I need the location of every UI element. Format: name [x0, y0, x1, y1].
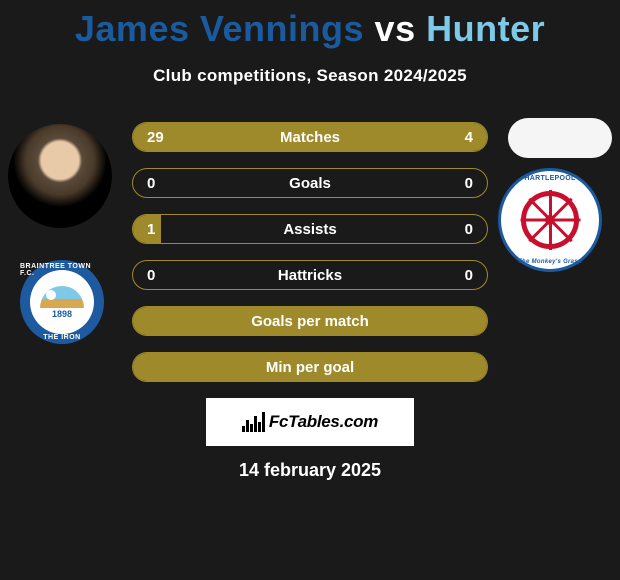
- fctables-logo: FcTables.com: [206, 398, 414, 446]
- stat-row: 29Matches4: [132, 122, 488, 152]
- club-left-emblem: [40, 286, 84, 308]
- club-right-top-text: HARTLEPOOL: [524, 175, 575, 182]
- stat-right-value: 0: [465, 221, 473, 238]
- stat-right-value: 0: [465, 267, 473, 284]
- stats-container: 29Matches40Goals01Assists00Hattricks0Goa…: [132, 122, 488, 382]
- stat-label: Goals: [133, 175, 487, 192]
- player1-photo: [8, 124, 112, 228]
- stat-label: Goals per match: [133, 313, 487, 330]
- logo-chart-icon: [242, 412, 264, 432]
- club-right-bottom-text: The Monkey's Grasp: [518, 259, 582, 265]
- player2-name: Hunter: [426, 8, 545, 49]
- club-left-year: 1898: [52, 309, 72, 319]
- comparison-date: 14 february 2025: [0, 460, 620, 481]
- stat-label: Matches: [133, 129, 487, 146]
- stat-row: 0Hattricks0: [132, 260, 488, 290]
- player1-name: James Vennings: [75, 8, 364, 49]
- comparison-title: James Vennings vs Hunter: [0, 0, 620, 50]
- club-left-inner: 1898: [30, 270, 94, 334]
- club-left-bottom-text: THE IRON: [43, 334, 80, 341]
- stat-row: Goals per match: [132, 306, 488, 336]
- stat-row: Min per goal: [132, 352, 488, 382]
- stat-right-value: 4: [465, 129, 473, 146]
- stat-right-value: 0: [465, 175, 473, 192]
- club-right-wheel: [521, 191, 579, 249]
- club-badge-right: HARTLEPOOL The Monkey's Grasp: [498, 168, 602, 272]
- stat-label: Min per goal: [133, 359, 487, 376]
- vs-text: vs: [375, 8, 416, 49]
- stat-row: 1Assists0: [132, 214, 488, 244]
- stat-row: 0Goals0: [132, 168, 488, 198]
- wheel-hub: [545, 215, 555, 225]
- logo-text: FcTables.com: [269, 412, 378, 432]
- club-left-top-text: BRAINTREE TOWN F.C.: [20, 263, 104, 277]
- stat-label: Assists: [133, 221, 487, 238]
- player2-photo: [508, 118, 612, 158]
- subtitle: Club competitions, Season 2024/2025: [0, 66, 620, 86]
- stat-label: Hattricks: [133, 267, 487, 284]
- club-badge-left: BRAINTREE TOWN F.C. 1898 THE IRON: [20, 260, 104, 344]
